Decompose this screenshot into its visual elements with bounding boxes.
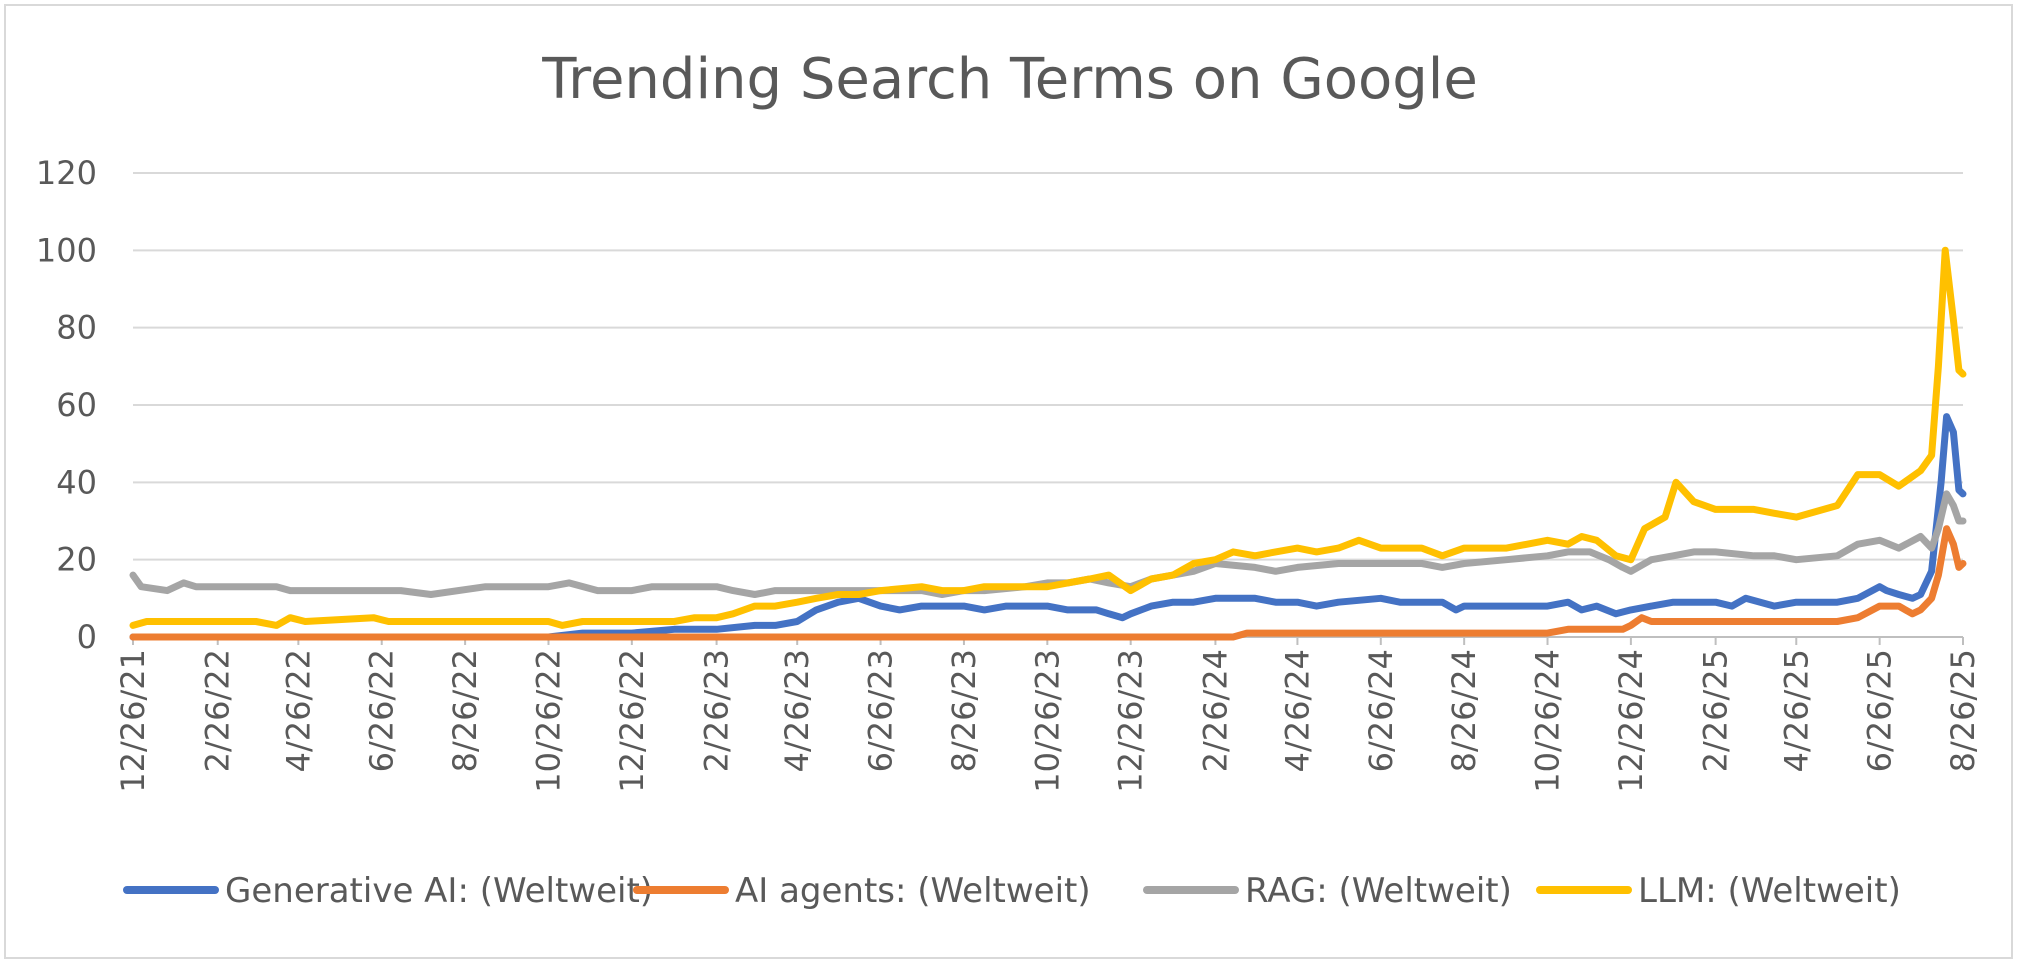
x-tick-label: 2/26/23 xyxy=(698,649,736,772)
legend-label: RAG: (Weltweit) xyxy=(1245,871,1512,911)
y-tick-label: 120 xyxy=(36,154,97,192)
x-tick-label: 6/26/23 xyxy=(862,649,900,772)
x-tick-label: 12/26/21 xyxy=(114,649,152,793)
x-tick-label: 12/26/23 xyxy=(1112,649,1150,793)
x-tick-label: 8/26/25 xyxy=(1944,649,1982,772)
series-line-1 xyxy=(129,413,1967,641)
x-tick-label: 2/26/24 xyxy=(1196,649,1234,772)
x-tick-label: 6/26/25 xyxy=(1861,649,1899,772)
legend-label: Generative AI: (Weltweit) xyxy=(225,871,653,911)
y-tick-label: 20 xyxy=(56,541,97,579)
series-lines xyxy=(129,246,1967,641)
legend-label: LLM: (Weltweit) xyxy=(1638,871,1901,911)
x-tick-label: 4/26/25 xyxy=(1777,649,1815,772)
y-tick-label: 60 xyxy=(56,386,97,424)
series-line-4 xyxy=(129,246,1967,629)
x-tick-label: 4/26/22 xyxy=(279,649,317,772)
x-tick-label: 8/26/23 xyxy=(945,649,983,772)
x-tick-label: 8/26/22 xyxy=(446,649,484,772)
x-tick-label: 4/26/24 xyxy=(1278,649,1316,772)
x-tick-label: 10/26/24 xyxy=(1529,649,1567,793)
y-tick-label: 100 xyxy=(36,231,97,269)
x-tick-label: 6/26/22 xyxy=(363,649,401,772)
x-tick-label: 6/26/24 xyxy=(1362,649,1400,772)
y-axis-ticks: 0 20 40 60 80 100 120 xyxy=(36,154,97,656)
legend-label: AI agents: (Weltweit) xyxy=(735,871,1091,911)
series-line-2 xyxy=(129,525,1967,641)
y-tick-label: 0 xyxy=(77,618,97,656)
x-tick-label: 2/26/25 xyxy=(1697,649,1735,772)
gridlines xyxy=(133,172,1963,638)
y-tick-label: 80 xyxy=(56,309,97,347)
x-tick-label: 2/26/22 xyxy=(199,649,237,772)
x-tick-label: 12/26/24 xyxy=(1612,649,1650,793)
x-axis-ticks: 12/26/21 2/26/22 4/26/22 6/26/22 8/26/22 10/2… xyxy=(114,637,1982,793)
x-tick-label: 12/26/22 xyxy=(613,649,651,793)
series-line-3 xyxy=(129,490,1967,598)
x-tick-label: 4/26/23 xyxy=(778,649,816,772)
x-tick-label: 10/26/23 xyxy=(1028,649,1066,793)
legend: Generative AI: (Weltweit) AI agents: (Wel… xyxy=(123,871,1901,911)
y-tick-label: 40 xyxy=(56,463,97,501)
x-tick-label: 10/26/22 xyxy=(529,649,567,793)
x-tick-label: 8/26/24 xyxy=(1445,649,1483,772)
chart-title: Trending Search Terms on Google xyxy=(541,47,1478,112)
